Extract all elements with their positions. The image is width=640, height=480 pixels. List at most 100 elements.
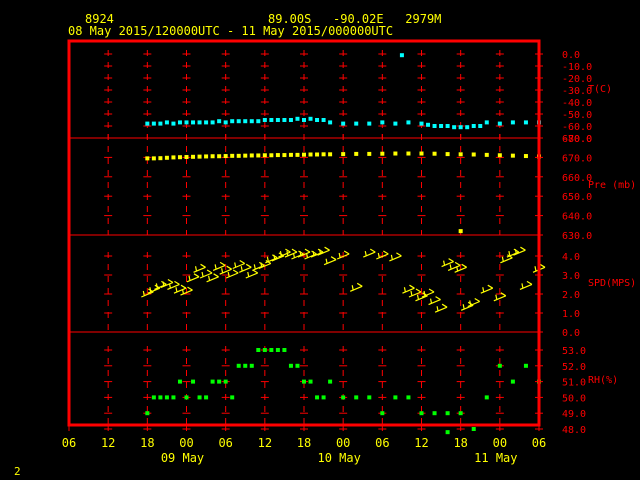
- pressure-point: [485, 153, 489, 157]
- wind-arrow: [513, 247, 525, 255]
- humidity-label: RH(%): [588, 375, 618, 386]
- wind_speed-tick-label: 0.0: [562, 328, 580, 339]
- humidity-point: [315, 395, 319, 399]
- temperature-tick-label: 0.0: [562, 50, 580, 61]
- pressure-point: [295, 153, 299, 157]
- humidity-point: [211, 380, 215, 384]
- humidity-point: [511, 380, 515, 384]
- humidity-point: [152, 395, 156, 399]
- wind-arrow: [318, 247, 330, 255]
- pressure-tick-label: 670.0: [562, 153, 592, 164]
- pressure-point: [302, 153, 306, 157]
- humidity-point: [354, 395, 358, 399]
- humidity-point: [367, 395, 371, 399]
- wind_speed-tick-label: 2.0: [562, 290, 580, 301]
- humidity-point: [171, 395, 175, 399]
- temperature-point: [406, 120, 410, 124]
- temperature-point: [459, 125, 463, 129]
- temperature-point: [191, 120, 195, 124]
- wind-arrow: [363, 249, 375, 257]
- pressure-point: [185, 155, 189, 159]
- pressure-point: [446, 152, 450, 156]
- temperature-point: [426, 123, 430, 127]
- temperature-point: [511, 120, 515, 124]
- temperature-point: [243, 119, 247, 123]
- temperature-point: [276, 118, 280, 122]
- humidity-point: [322, 395, 326, 399]
- temperature-point: [367, 122, 371, 126]
- x-tick-label: 18: [297, 436, 311, 450]
- pressure-point: [165, 156, 169, 160]
- wind-arrow: [194, 264, 206, 272]
- pressure-point: [158, 156, 162, 160]
- day-label: 09 May: [161, 451, 204, 465]
- pressure-point: [406, 152, 410, 156]
- humidity-point: [420, 411, 424, 415]
- humidity-point: [295, 364, 299, 368]
- x-tick-label: 12: [414, 436, 428, 450]
- humidity-point: [302, 380, 306, 384]
- humidity-tick-label: 52.0: [562, 362, 586, 373]
- temperature-point: [452, 125, 456, 129]
- pressure-outlier: [459, 229, 463, 233]
- pressure-point: [367, 152, 371, 156]
- humidity-point: [145, 411, 149, 415]
- wind-arrow: [167, 281, 179, 289]
- pressure-point: [263, 153, 267, 157]
- pressure-point: [204, 154, 208, 158]
- temperature-point: [446, 124, 450, 128]
- humidity-point: [217, 380, 221, 384]
- x-tick-label: 18: [453, 436, 467, 450]
- wind-arrow: [324, 257, 336, 265]
- temperature-tick-label: -50.0: [562, 110, 592, 121]
- header: 8924 89.00S -90.02E 2979M 08 May 2015/12…: [68, 12, 441, 38]
- humidity-point: [224, 380, 228, 384]
- temperature-point: [478, 124, 482, 128]
- wind-arrow: [272, 253, 284, 261]
- pressure-tick-label: 630.0: [562, 231, 592, 242]
- temperature-point: [420, 122, 424, 126]
- temperature-point: [198, 120, 202, 124]
- x-tick-label: 00: [493, 436, 507, 450]
- temperature-point: [217, 119, 221, 123]
- pressure-point: [237, 154, 241, 158]
- pressure-tick-label: 650.0: [562, 192, 592, 203]
- humidity-tick-label: 48.0: [562, 425, 586, 436]
- humidity-point: [524, 364, 528, 368]
- humidity-tick-label: 49.0: [562, 409, 586, 420]
- pressure-point: [256, 153, 260, 157]
- pressure-point: [433, 152, 437, 156]
- wind-arrow: [148, 285, 160, 293]
- temperature-point: [224, 120, 228, 124]
- wind_speed-tick-label: 4.0: [562, 252, 580, 263]
- temperature-point: [439, 124, 443, 128]
- time-period: 08 May 2015/120000UTC - 11 May 2015/0000…: [68, 24, 393, 38]
- x-tick-label: 06: [218, 436, 232, 450]
- humidity-point: [309, 380, 313, 384]
- x-tick-label: 06: [532, 436, 546, 450]
- humidity-tick-label: 53.0: [562, 346, 586, 357]
- humidity-point: [459, 411, 463, 415]
- pressure-point: [354, 152, 358, 156]
- temperature-point: [328, 120, 332, 124]
- wind-arrow: [213, 262, 225, 270]
- pressure-point: [322, 152, 326, 156]
- wind-arrow: [233, 261, 245, 269]
- x-tick-label: 06: [375, 436, 389, 450]
- temperature-point: [472, 124, 476, 128]
- day-label: 10 May: [317, 451, 360, 465]
- temperature-point: [282, 118, 286, 122]
- footer-number: 2: [14, 465, 21, 478]
- wind-arrow: [350, 283, 362, 291]
- temperature-tick-label: -40.0: [562, 98, 592, 109]
- temperature-point: [322, 118, 326, 122]
- humidity-point: [230, 395, 234, 399]
- wind-arrow: [481, 285, 493, 293]
- temperature-point: [289, 118, 293, 122]
- humidity-tick-label: 50.0: [562, 393, 586, 404]
- pressure-point: [341, 152, 345, 156]
- wind_speed-tick-label: 1.0: [562, 309, 580, 320]
- temperature-point: [185, 120, 189, 124]
- temperature-point: [152, 122, 156, 126]
